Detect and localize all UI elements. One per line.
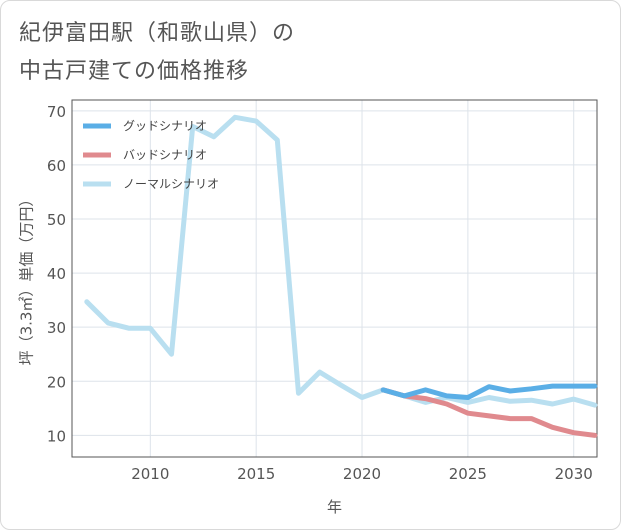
y-tick-label: 70 <box>47 103 66 121</box>
x-tick-label: 2030 <box>555 465 593 483</box>
legend-label: ノーマルシナリオ <box>123 177 219 191</box>
y-tick-label: 10 <box>47 427 66 445</box>
y-axis-label: 坪（3.3㎡）単価（万円） <box>18 192 36 366</box>
legend-label: バッドシナリオ <box>123 148 207 162</box>
series-lines <box>84 114 598 438</box>
x-tick-label: 2020 <box>343 465 381 483</box>
chart-title-line2: 中古戸建ての価格推移 <box>19 59 250 84</box>
x-tick-label: 2010 <box>131 465 169 483</box>
x-tick-label: 2025 <box>449 465 487 483</box>
x-tick-label: 2015 <box>237 465 275 483</box>
x-tick-labels: 2010 2015 2020 2025 2030 <box>131 465 593 483</box>
y-tick-label: 40 <box>47 265 66 283</box>
y-tick-labels: 10 20 30 40 50 60 70 <box>47 103 66 446</box>
plot-area <box>71 99 598 458</box>
x-axis-label: 年 <box>327 498 342 516</box>
series-line-2 <box>380 387 598 438</box>
y-tick-label: 30 <box>47 319 66 337</box>
y-tick-label: 60 <box>47 157 66 175</box>
grid-lines <box>72 100 597 457</box>
y-tick-label: 20 <box>47 373 66 391</box>
series-line-3 <box>84 114 598 408</box>
chart-title: 紀伊富田駅（和歌山県）の 中古戸建ての価格推移 <box>19 15 579 91</box>
series-line-1 <box>380 383 598 400</box>
y-tick-label: 50 <box>47 211 66 229</box>
legend-label: グッドシナリオ <box>123 119 207 133</box>
chart-title-line1: 紀伊富田駅（和歌山県）の <box>19 21 296 46</box>
